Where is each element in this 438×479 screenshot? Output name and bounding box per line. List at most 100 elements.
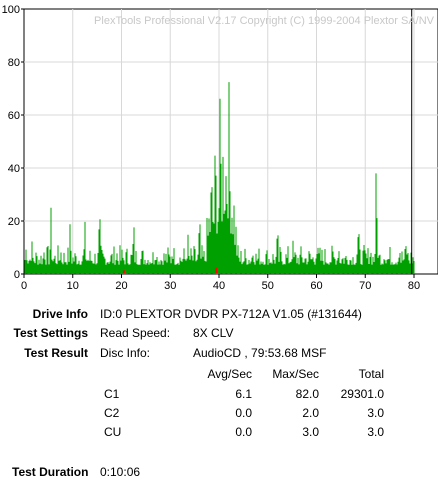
c2-bar (166, 273, 169, 274)
c2-bar (147, 273, 150, 274)
c2-bar (152, 273, 155, 274)
c2-bar (176, 273, 179, 274)
c2-bar (332, 273, 335, 274)
c2-bar (274, 273, 277, 274)
c2-bar (269, 273, 272, 274)
y-tick-label: 60 (8, 110, 20, 122)
c2-bar (278, 273, 281, 274)
c2-bar (366, 273, 369, 274)
c2-bar (59, 273, 62, 274)
c1-c2-error-chart: 0 20 40 60 80 100 0 10 20 30 40 50 60 70 80 PlexTools… (2, 4, 438, 292)
x-tick-label: 0 (21, 280, 27, 292)
c2-bar (108, 273, 111, 274)
c2-bar (327, 273, 330, 274)
c2-bar (215, 267, 218, 273)
c2-bar (142, 273, 145, 274)
x-tick-label: 20 (115, 280, 127, 292)
c2-bar (288, 273, 291, 274)
row-cu-avg: 0.0 (235, 425, 252, 439)
c2-bar (298, 273, 301, 274)
c2-bar (181, 273, 184, 274)
x-tick-label: 80 (408, 280, 420, 292)
c2-bar (210, 273, 213, 274)
c2-bar (293, 273, 296, 274)
c2-bar (200, 273, 203, 274)
c2-bar (303, 273, 306, 274)
row-cu-total: 3.0 (367, 425, 384, 439)
x-tick-label: 30 (164, 280, 176, 292)
y-tick-label: 20 (8, 216, 20, 228)
x-tick-label: 60 (310, 280, 322, 292)
c2-bar (54, 273, 57, 274)
y-tick-label: 40 (8, 163, 20, 175)
c2-bar (49, 273, 52, 274)
c2-bar (44, 273, 47, 274)
c2-bar (40, 273, 43, 274)
c2-bar (88, 273, 91, 274)
c2-bar (127, 273, 130, 274)
c2-bar (186, 273, 189, 274)
copyright-text: PlexTools Professional V2.17 Copyright (… (94, 15, 435, 27)
read-speed-key: Read Speed: (100, 326, 171, 340)
c2-bar (98, 273, 101, 274)
c2-bar (352, 273, 355, 274)
row-c2-avg: 0.0 (235, 406, 252, 420)
row-c2-name: C2 (104, 406, 120, 420)
c2-bar (244, 273, 247, 274)
c2-bar (35, 273, 38, 274)
c2-bar (239, 273, 242, 274)
c2-bar (93, 273, 96, 274)
c2-bar (230, 273, 233, 274)
c2-bar (356, 273, 359, 274)
c2-bar (317, 273, 320, 274)
c2-bar (132, 273, 135, 274)
row-c1-max: 82.0 (295, 387, 319, 401)
row-c2-total: 3.0 (367, 406, 384, 420)
c2-bar (161, 273, 164, 274)
plot-area (23, 8, 438, 275)
c2-bar (196, 273, 199, 274)
row-c2-max: 2.0 (302, 406, 319, 420)
c2-bar (376, 273, 379, 274)
c2-bar (64, 273, 67, 274)
x-tick-label: 10 (67, 280, 79, 292)
drive-info-value: ID:0 PLEXTOR DVDR PX-712A V1.05 (#131644… (100, 307, 362, 321)
y-axis-ticks: 0 20 40 60 80 100 (2, 4, 24, 281)
disc-info-key: Disc Info: (100, 346, 151, 360)
c2-bar (254, 273, 257, 274)
read-speed-value: 8X CLV (193, 326, 234, 340)
test-result-label: Test Result (24, 346, 88, 360)
c2-bar (342, 273, 345, 274)
total-header: Total (358, 367, 384, 381)
c2-bar (400, 273, 403, 274)
c2-bars (25, 267, 413, 274)
test-duration-value: 0:10:06 (100, 465, 141, 479)
c2-bar (103, 273, 106, 274)
c2-bar (264, 273, 267, 274)
c2-bar (118, 273, 121, 274)
c2-bar (157, 273, 160, 274)
c2-bar (313, 273, 316, 274)
c2-bar (405, 273, 408, 274)
y-tick-label: 80 (8, 57, 20, 69)
c2-bar (225, 273, 228, 274)
c2-bar (191, 273, 194, 274)
test-settings-label: Test Settings (13, 326, 88, 340)
c2-bar (308, 273, 311, 274)
max-sec-header: Max/Sec (272, 367, 319, 381)
c2-bar (113, 273, 116, 274)
x-tick-label: 70 (359, 280, 371, 292)
c2-bar (322, 273, 325, 274)
c2-bar (25, 273, 28, 274)
c2-bar (122, 270, 125, 273)
c2-bar (259, 273, 262, 274)
c2-bar (381, 273, 384, 274)
c2-bar (220, 273, 223, 274)
x-tick-label: 40 (213, 280, 225, 292)
c2-bar (283, 273, 286, 274)
c2-bar (391, 273, 394, 274)
row-c1-name: C1 (104, 387, 120, 401)
c1-bars (24, 82, 415, 274)
c2-bar (337, 273, 340, 274)
c2-bar (69, 273, 72, 274)
